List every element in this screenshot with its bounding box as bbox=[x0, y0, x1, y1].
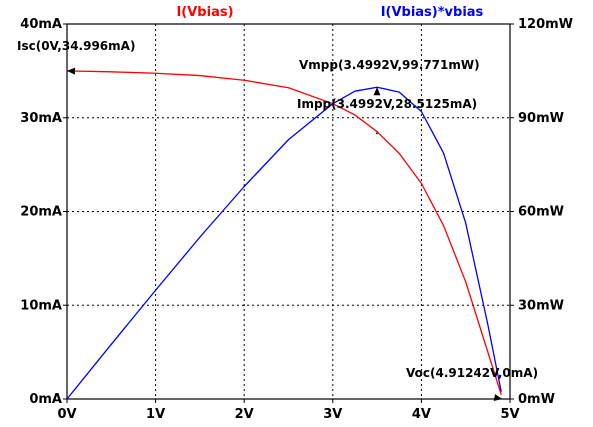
annotation-arrowhead-3 bbox=[493, 394, 503, 401]
legend-label-power: I(Vbias)*vbias bbox=[381, 5, 484, 20]
annotation-label-0: Isc(0V,34.996mA) bbox=[17, 39, 135, 53]
right-y-tick-label: 120mW bbox=[518, 17, 573, 32]
x-tick-label: 5V bbox=[500, 407, 519, 422]
series-line-power bbox=[66, 86, 502, 400]
annotation-label-3: Voc(4.91242V,0mA) bbox=[406, 366, 538, 380]
annotation-arrowhead-2 bbox=[375, 131, 378, 135]
x-tick-label: 3V bbox=[323, 407, 342, 422]
left-y-tick-label: 40mA bbox=[20, 17, 62, 32]
annotation-label-1: Vmpp(3.4992V,99.771mW) bbox=[299, 58, 480, 72]
right-y-tick-label: 90mW bbox=[518, 111, 564, 126]
x-tick-label: 1V bbox=[146, 407, 165, 422]
annotation-label-2: Impp(3.4992V,28.5125mA) bbox=[297, 97, 477, 111]
x-tick-label: 2V bbox=[235, 407, 254, 422]
left-y-tick-label: 20mA bbox=[20, 205, 62, 220]
right-y-tick-label: 0mW bbox=[518, 392, 555, 407]
series-line-current bbox=[66, 70, 502, 395]
annotation-arrowhead-0 bbox=[67, 67, 76, 75]
left-y-tick-label: 10mA bbox=[20, 298, 62, 313]
x-tick-label: 0V bbox=[57, 407, 76, 422]
left-y-tick-label: 30mA bbox=[20, 111, 62, 126]
left-y-tick-label: 0mA bbox=[29, 392, 62, 407]
legend-label-current: I(Vbias) bbox=[176, 5, 233, 20]
right-y-tick-label: 30mW bbox=[518, 298, 564, 313]
right-y-tick-label: 60mW bbox=[518, 205, 564, 220]
annotation-arrowhead-1 bbox=[373, 87, 381, 96]
x-tick-label: 4V bbox=[412, 407, 431, 422]
